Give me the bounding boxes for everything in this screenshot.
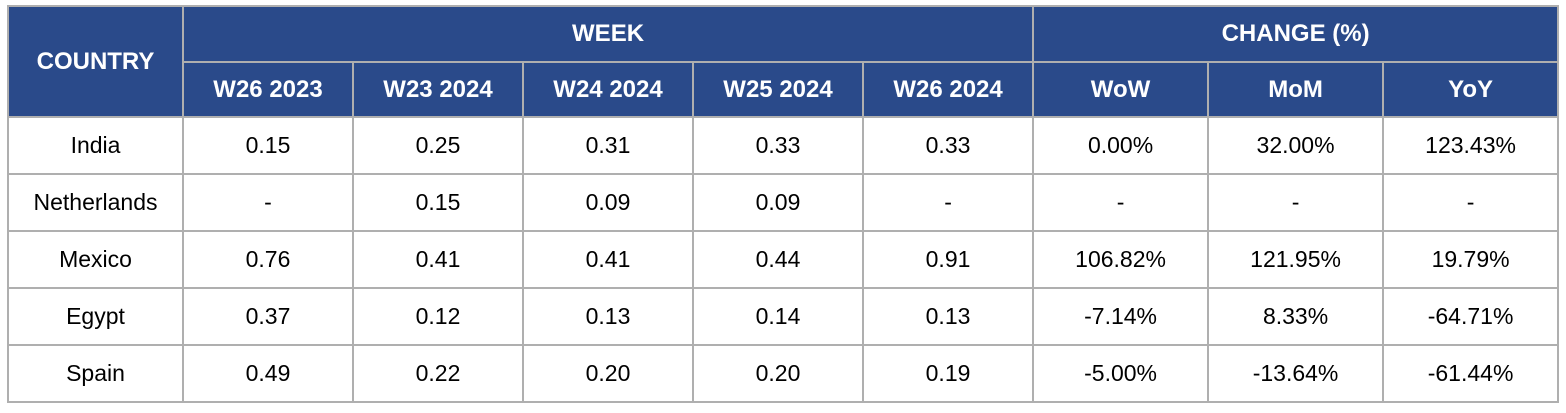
- table-row-mexico: Mexico 0.76 0.41 0.41 0.44 0.91 106.82% …: [7, 230, 1560, 289]
- country-cell: India: [7, 116, 184, 175]
- change-cell: 8.33%: [1207, 287, 1385, 346]
- value-cell: 0.12: [352, 287, 524, 346]
- country-cell: Spain: [7, 344, 184, 403]
- value-cell: 0.15: [182, 116, 354, 175]
- value-cell: 0.20: [692, 344, 864, 403]
- header-week-group: WEEK: [181, 5, 1035, 63]
- value-cell: 0.49: [182, 344, 354, 403]
- change-cell: 121.95%: [1207, 230, 1385, 289]
- header-week-w26-2023: W26 2023: [182, 61, 354, 118]
- value-cell: -: [861, 173, 1035, 232]
- table-row-egypt: Egypt 0.37 0.12 0.13 0.14 0.13 -7.14% 8.…: [7, 287, 1560, 346]
- weekly-country-table: COUNTRY WEEK CHANGE (%) W26 2023 W23 202…: [7, 5, 1560, 403]
- change-cell: 123.43%: [1382, 116, 1560, 175]
- value-cell: 0.09: [522, 173, 694, 232]
- header-change-wow: WoW: [1032, 61, 1210, 118]
- change-cell: 19.79%: [1382, 230, 1560, 289]
- header-week-w24-2024: W24 2024: [522, 61, 694, 118]
- value-cell: 0.14: [692, 287, 864, 346]
- value-cell: -: [182, 173, 354, 232]
- value-cell: 0.19: [861, 344, 1035, 403]
- change-cell: 0.00%: [1032, 116, 1210, 175]
- change-cell: -61.44%: [1382, 344, 1560, 403]
- table-row-spain: Spain 0.49 0.22 0.20 0.20 0.19 -5.00% -1…: [7, 344, 1560, 403]
- change-cell: 106.82%: [1032, 230, 1210, 289]
- table-row-netherlands: Netherlands - 0.15 0.09 0.09 - - - -: [7, 173, 1560, 232]
- header-week-w23-2024: W23 2024: [352, 61, 524, 118]
- header-change-mom: MoM: [1207, 61, 1385, 118]
- header-change-group: CHANGE (%): [1032, 5, 1560, 63]
- value-cell: 0.33: [692, 116, 864, 175]
- value-cell: 0.13: [522, 287, 694, 346]
- value-cell: 0.37: [182, 287, 354, 346]
- change-cell: 32.00%: [1207, 116, 1385, 175]
- change-cell: -13.64%: [1207, 344, 1385, 403]
- table-row-india: India 0.15 0.25 0.31 0.33 0.33 0.00% 32.…: [7, 116, 1560, 175]
- value-cell: 0.76: [182, 230, 354, 289]
- header-week-w25-2024: W25 2024: [692, 61, 864, 118]
- change-cell: -: [1032, 173, 1210, 232]
- country-cell: Mexico: [7, 230, 184, 289]
- country-cell: Netherlands: [7, 173, 184, 232]
- header-change-yoy: YoY: [1382, 61, 1560, 118]
- value-cell: 0.09: [692, 173, 864, 232]
- value-cell: 0.31: [522, 116, 694, 175]
- header-country: COUNTRY: [7, 5, 184, 118]
- change-cell: -5.00%: [1032, 344, 1210, 403]
- country-cell: Egypt: [7, 287, 184, 346]
- value-cell: 0.91: [861, 230, 1035, 289]
- value-cell: 0.20: [522, 344, 694, 403]
- change-cell: -: [1382, 173, 1560, 232]
- value-cell: 0.15: [352, 173, 524, 232]
- value-cell: 0.41: [352, 230, 524, 289]
- value-cell: 0.22: [352, 344, 524, 403]
- value-cell: 0.13: [861, 287, 1035, 346]
- value-cell: 0.33: [861, 116, 1035, 175]
- header-week-w26-2024: W26 2024: [861, 61, 1035, 118]
- change-cell: -64.71%: [1382, 287, 1560, 346]
- value-cell: 0.41: [522, 230, 694, 289]
- change-cell: -: [1207, 173, 1385, 232]
- value-cell: 0.25: [352, 116, 524, 175]
- change-cell: -7.14%: [1032, 287, 1210, 346]
- value-cell: 0.44: [692, 230, 864, 289]
